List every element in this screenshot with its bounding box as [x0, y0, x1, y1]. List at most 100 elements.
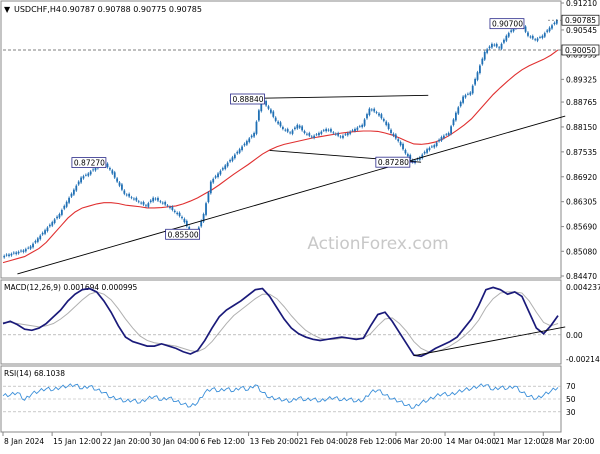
- candle-body: [157, 197, 159, 201]
- candle-body: [34, 241, 37, 243]
- main-y-tick-label: 0.85690: [566, 223, 597, 232]
- candle-body: [243, 143, 246, 146]
- candle-body: [318, 133, 320, 136]
- candle-body: [51, 222, 54, 226]
- candle-body: [20, 250, 22, 252]
- candle-body: [166, 205, 169, 207]
- candle-body: [154, 198, 157, 200]
- candle-body: [17, 251, 20, 254]
- candle-body: [361, 124, 364, 128]
- candle-body: [171, 206, 174, 210]
- candle-body: [346, 133, 349, 136]
- candle-body: [36, 238, 39, 242]
- candle-body: [229, 160, 231, 162]
- candle-body: [505, 35, 508, 41]
- candle-body: [491, 43, 493, 48]
- candle-body: [418, 157, 421, 160]
- price-annotation-label: 0.87270: [74, 159, 105, 168]
- candle-body: [178, 212, 181, 217]
- candle-body: [366, 114, 368, 119]
- macd-title: MACD(12,26,9) 0.001694 0.000995: [4, 283, 138, 292]
- candle-body: [164, 202, 167, 205]
- macd-y-tick-label: 0.00: [566, 331, 583, 340]
- candle-body: [137, 201, 140, 203]
- candle-body: [217, 173, 219, 178]
- x-tick-label: 21 Feb 04:00: [299, 437, 348, 446]
- candle-body: [5, 254, 8, 256]
- candle-body: [219, 170, 222, 175]
- collapse-triangle-icon[interactable]: ▼: [4, 5, 11, 14]
- candle-body: [479, 65, 481, 74]
- candle-body: [10, 253, 13, 256]
- candle-body: [116, 178, 119, 182]
- candle-body: [390, 129, 392, 134]
- candle-body: [387, 123, 390, 129]
- candle-body: [65, 201, 68, 207]
- macd-trendline: [413, 326, 566, 357]
- candle-body: [3, 255, 6, 258]
- candle-body: [289, 132, 292, 134]
- price-annotation-label: 0.85500: [168, 230, 199, 239]
- candle-body: [253, 133, 255, 137]
- candle-body: [236, 151, 239, 154]
- candle-body: [44, 230, 46, 234]
- candle-body: [368, 108, 371, 115]
- main-y-tick-label: 0.91210: [566, 0, 597, 8]
- price-annotation-box: [165, 228, 201, 240]
- candle-body: [87, 173, 90, 176]
- candle-body: [553, 22, 556, 25]
- candle-body: [221, 168, 224, 170]
- x-tick-label: 28 Mar 20:00: [544, 437, 594, 446]
- candle-body: [58, 214, 61, 218]
- x-tick-label: 30 Jan 04:00: [151, 437, 199, 446]
- candle-body: [260, 98, 263, 112]
- candle-body: [527, 32, 529, 36]
- main-y-tick-label: 0.89325: [566, 75, 597, 84]
- candle-body: [176, 212, 179, 215]
- candle-body: [185, 220, 188, 227]
- candle-body: [274, 117, 277, 121]
- candle-body: [140, 202, 143, 204]
- candle-body: [351, 130, 354, 132]
- candle-body: [257, 110, 260, 121]
- candle-body: [438, 139, 440, 142]
- candle-body: [63, 205, 66, 209]
- candle-body: [238, 149, 241, 153]
- candle-body: [433, 145, 436, 148]
- candle-body: [68, 197, 70, 203]
- candle-body: [450, 126, 452, 134]
- reference-level-box: [561, 44, 600, 56]
- macd-y-tick-label: -0.002142: [566, 355, 600, 364]
- chart-ohlc: 0.90787 0.90788 0.90775 0.90785: [62, 5, 202, 14]
- candle-body: [464, 95, 467, 98]
- candle-body: [392, 133, 395, 136]
- candle-body: [421, 154, 424, 159]
- candle-body: [109, 167, 111, 170]
- candle-body: [202, 214, 205, 222]
- candle-body: [53, 219, 56, 223]
- candle-body: [474, 79, 477, 85]
- candle-body: [75, 185, 78, 191]
- macd-y-tick-label: 0.004237: [566, 283, 600, 292]
- candle-body: [29, 246, 32, 249]
- candle-body: [467, 93, 469, 95]
- macd-signal-line: [3, 291, 559, 353]
- candle-body: [188, 226, 191, 231]
- x-tick-label: 21 Mar 12:00: [495, 437, 545, 446]
- candle-body: [457, 107, 460, 114]
- candle-body: [169, 206, 171, 208]
- candle-body: [546, 30, 549, 32]
- candle-body: [161, 202, 164, 204]
- candle-body: [507, 33, 510, 37]
- candle-body: [349, 131, 352, 134]
- candle-body: [60, 209, 63, 215]
- candle-body: [498, 47, 501, 49]
- candle-body: [459, 101, 462, 107]
- candle-body: [149, 200, 152, 203]
- candle-body: [394, 134, 397, 139]
- candle-body: [471, 85, 474, 94]
- price-annotation-box: [489, 18, 525, 30]
- main-y-tick-label: 0.90545: [566, 26, 597, 35]
- candle-body: [402, 143, 404, 150]
- candle-body: [56, 216, 58, 219]
